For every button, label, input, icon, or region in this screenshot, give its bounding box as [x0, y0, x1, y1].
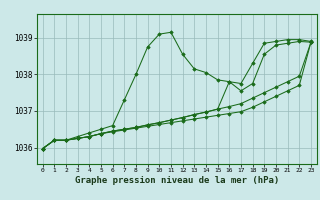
- X-axis label: Graphe pression niveau de la mer (hPa): Graphe pression niveau de la mer (hPa): [75, 176, 279, 185]
